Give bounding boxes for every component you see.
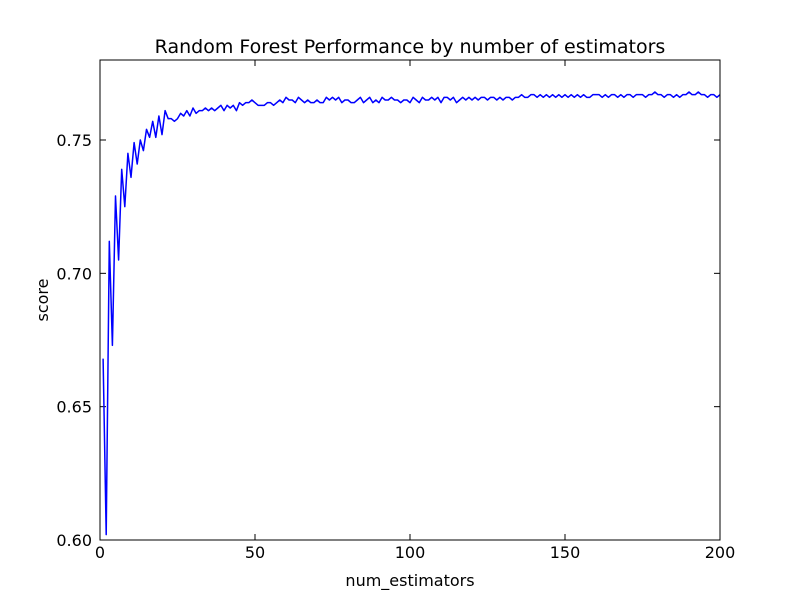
chart-title: Random Forest Performance by number of e… [155,36,666,58]
y-tick-label: 0.70 [56,264,92,283]
x-axis-label: num_estimators [345,571,474,591]
x-tick-label: 200 [705,543,736,562]
x-tick-label: 0 [95,543,105,562]
y-tick-label: 0.60 [56,531,92,550]
y-tick-label: 0.75 [56,131,92,150]
x-tick-label: 100 [395,543,426,562]
x-tick-label: 150 [550,543,581,562]
plot-frame [99,59,721,541]
y-tick-label: 0.65 [56,398,92,417]
data-line [102,91,721,536]
x-tick-label: 50 [245,543,265,562]
y-axis-label: score [33,279,52,322]
